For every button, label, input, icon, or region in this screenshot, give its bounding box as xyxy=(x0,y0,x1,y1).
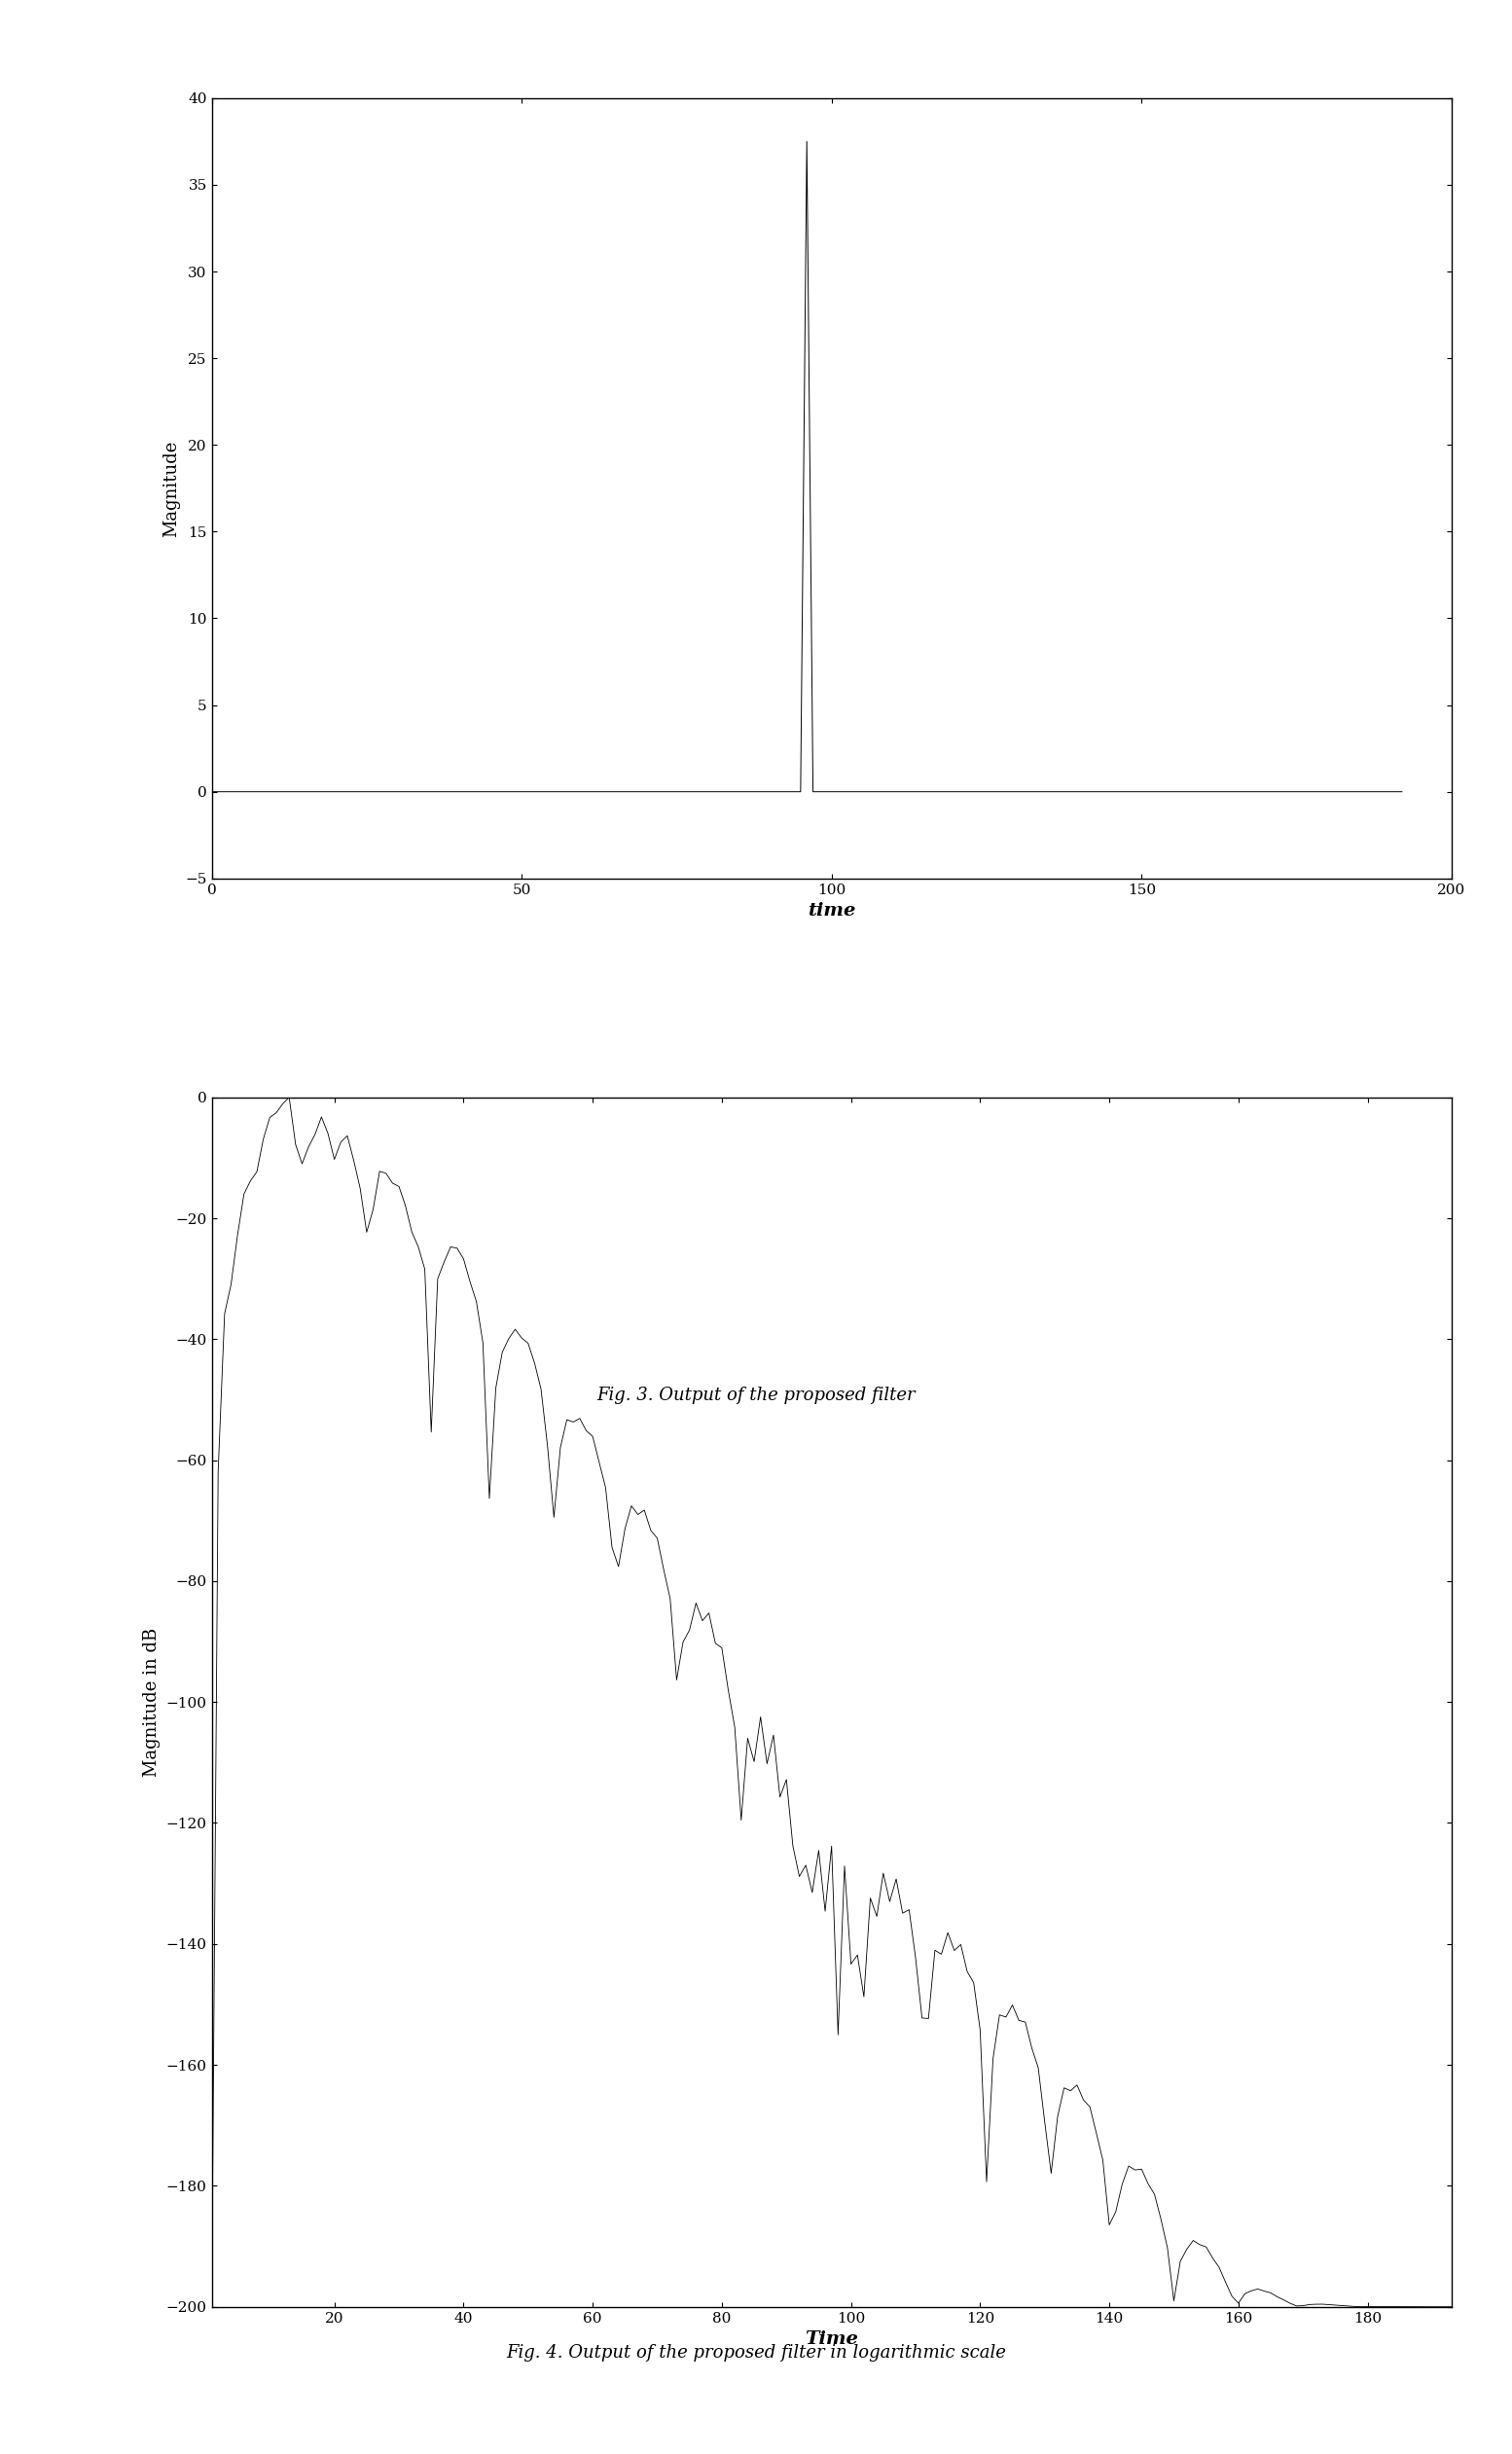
Y-axis label: Magnitude: Magnitude xyxy=(162,439,180,537)
Y-axis label: Magnitude in dB: Magnitude in dB xyxy=(144,1627,160,1777)
Text: Fig. 3. Output of the proposed filter: Fig. 3. Output of the proposed filter xyxy=(597,1387,915,1404)
Text: Fig. 4. Output of the proposed filter in logarithmic scale: Fig. 4. Output of the proposed filter in… xyxy=(507,2344,1005,2361)
X-axis label: time: time xyxy=(807,903,856,920)
X-axis label: Time: Time xyxy=(804,2331,859,2348)
